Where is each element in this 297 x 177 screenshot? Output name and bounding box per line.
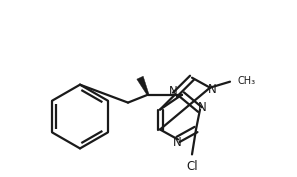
Text: N: N <box>208 83 217 96</box>
Text: Cl: Cl <box>186 160 198 173</box>
Text: CH₃: CH₃ <box>238 76 256 86</box>
Text: N: N <box>169 85 177 98</box>
Text: N: N <box>198 101 206 114</box>
Polygon shape <box>137 76 149 95</box>
Text: N: N <box>173 136 181 149</box>
